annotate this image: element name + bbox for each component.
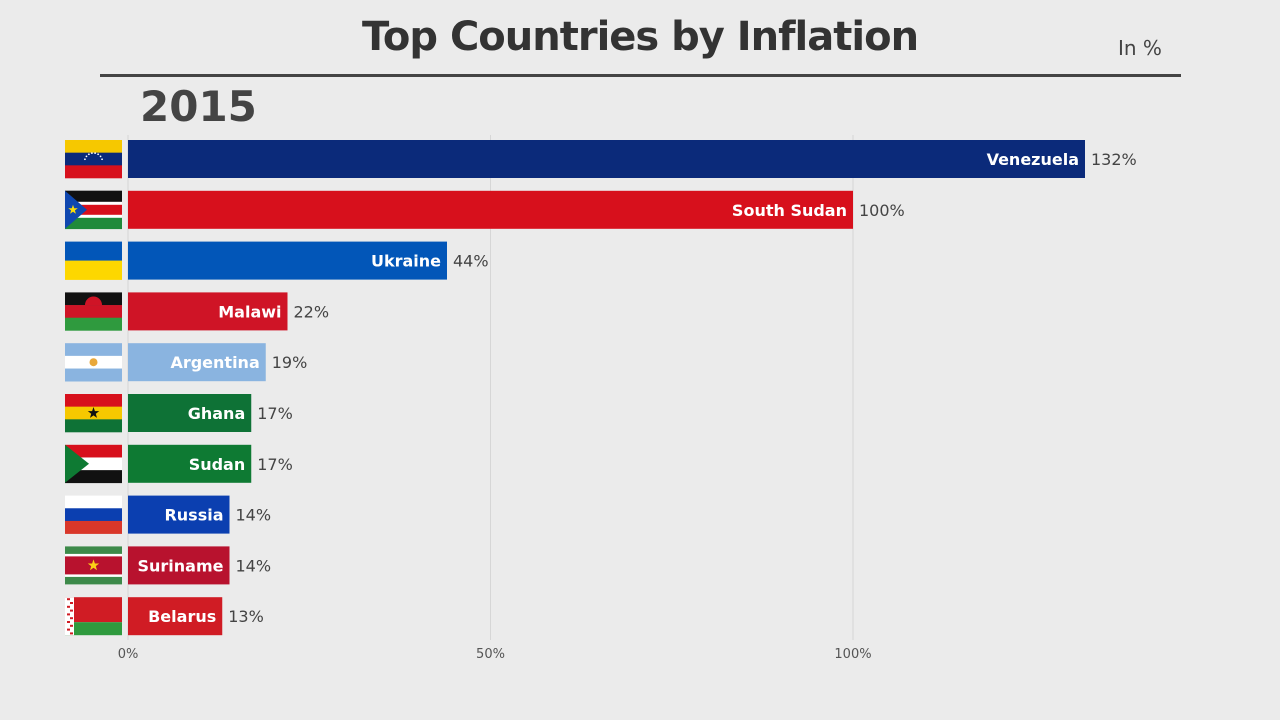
chart-title: Top Countries by Inflation: [361, 14, 919, 60]
value-label: 17%: [257, 455, 293, 474]
value-label: 14%: [236, 556, 272, 575]
bar: [128, 241, 447, 280]
bar-label: Belarus: [148, 607, 216, 626]
bar: [128, 495, 230, 534]
value-label: 22%: [294, 302, 330, 321]
bar-row: Venezuela 132%: [65, 140, 1137, 179]
year-label: 2015: [140, 82, 257, 131]
bar-label: South Sudan: [732, 201, 847, 220]
bar-label: Ukraine: [371, 252, 441, 271]
bar-label: Ghana: [188, 404, 246, 423]
bar: [128, 597, 223, 636]
x-tick-label: 100%: [834, 647, 871, 662]
bar-row: Sudan 17%: [65, 444, 293, 484]
bar-row: Malawi 22%: [65, 292, 330, 331]
bar: [128, 292, 288, 331]
bar-label: Sudan: [189, 455, 246, 474]
ghana-flag-icon: [65, 394, 122, 433]
bar-row: Suriname 14%: [65, 546, 272, 585]
bar-label: Suriname: [138, 556, 224, 575]
bar: [128, 546, 230, 585]
value-label: 17%: [257, 404, 293, 423]
bar-label: Russia: [164, 506, 223, 525]
value-label: 100%: [859, 201, 905, 220]
bar-row: Ghana 17%: [65, 394, 293, 433]
sudan-flag-icon: [65, 444, 122, 484]
value-label: 44%: [453, 252, 489, 271]
bar: [128, 140, 1085, 178]
russia-flag-icon: [65, 495, 122, 534]
value-label: 14%: [236, 506, 272, 525]
bar-row: Ukraine 44%: [65, 241, 489, 280]
unit-label: In %: [1118, 36, 1162, 60]
bar-label: Malawi: [218, 302, 281, 321]
suriname-flag-icon: [65, 546, 122, 585]
title-divider: [100, 74, 1181, 77]
x-tick-label: 0%: [118, 647, 139, 662]
value-label: 132%: [1091, 150, 1137, 169]
bar-row: Argentina 19%: [65, 343, 308, 382]
bar-row: Belarus 13%: [65, 597, 264, 636]
bar-row: Russia 14%: [65, 495, 272, 534]
bar: [128, 190, 853, 229]
bar: [128, 444, 252, 483]
value-label: 13%: [228, 607, 264, 626]
bar: [128, 343, 266, 382]
malawi-flag-icon: [65, 292, 122, 331]
argentina-flag-icon: [65, 343, 122, 382]
bar: [128, 394, 252, 432]
bar-label: Venezuela: [987, 150, 1079, 169]
ukraine-flag-icon: [65, 241, 122, 280]
south-sudan-flag-icon: [65, 190, 122, 230]
x-tick-label: 50%: [476, 647, 505, 662]
value-label: 19%: [272, 353, 308, 372]
bar-label: Argentina: [170, 353, 259, 372]
bar-row: South Sudan 100%: [65, 190, 905, 230]
venezuela-flag-icon: [65, 140, 122, 179]
belarus-flag-icon: [65, 597, 122, 636]
